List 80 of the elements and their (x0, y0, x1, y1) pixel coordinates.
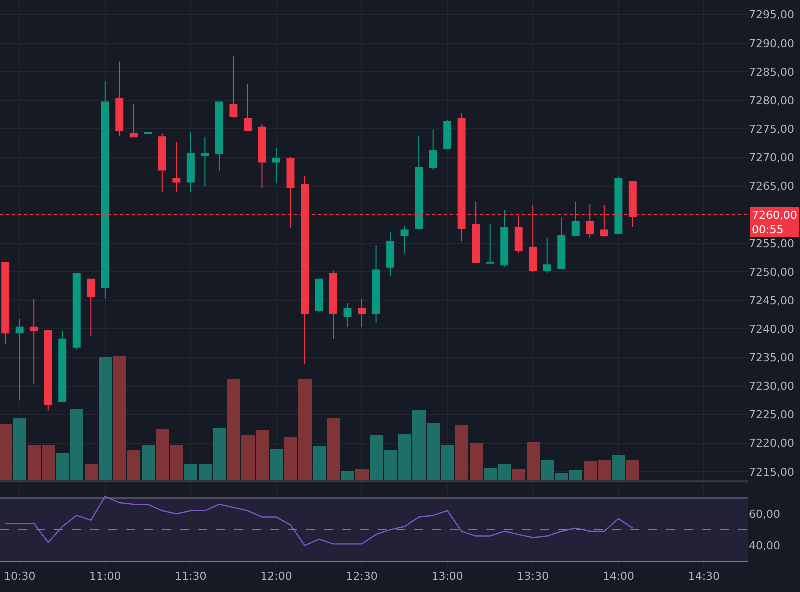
bar (626, 460, 639, 480)
candlestick (44, 330, 52, 412)
candlestick (372, 244, 380, 324)
y-tick-label: 7280,00 (749, 94, 794, 108)
x-tick-label: 13:00 (432, 570, 464, 583)
bar (341, 471, 354, 480)
y-tick-label: 7240,00 (749, 322, 794, 336)
bar (270, 449, 283, 480)
candlestick (315, 278, 324, 314)
y-tick-label: 60,00 (749, 508, 780, 521)
bar (99, 357, 112, 480)
x-tick-label: 12:00 (260, 570, 292, 583)
bar (612, 455, 625, 480)
ref-line-label: 7260,00 00:55 (752, 209, 798, 236)
bar (85, 464, 98, 480)
bar (313, 446, 326, 480)
y-tick-label: 7235,00 (749, 352, 794, 365)
candlestick (500, 210, 509, 268)
x-tick-label: 14:30 (688, 570, 720, 583)
y-tick-label: 7285,00 (749, 66, 794, 79)
bar (355, 469, 369, 480)
candlestick (429, 129, 438, 171)
candlestick (572, 201, 580, 236)
bar (184, 464, 197, 480)
candlestick (215, 102, 224, 172)
candlestick (344, 302, 352, 328)
candlestick (400, 226, 409, 254)
candlestick (444, 120, 452, 150)
y-tick-label: 7265,00 (749, 180, 794, 194)
candlestick (130, 104, 138, 138)
candlestick (558, 217, 566, 270)
candlestick (614, 176, 623, 234)
x-tick-label: 11:30 (175, 570, 207, 583)
candlestick (172, 142, 181, 194)
bar (327, 418, 340, 480)
y-tick-label: 7275,00 (749, 122, 794, 136)
x-tick-label: 11:00 (90, 570, 122, 583)
candlestick (186, 132, 195, 194)
candlestick (230, 56, 238, 118)
y-tick-label: 7290,00 (749, 37, 794, 50)
candlestick (386, 232, 395, 276)
y-tick-label: 7245,00 (749, 294, 794, 308)
candlestick (158, 133, 166, 194)
y-tick-label: 40,00 (749, 540, 780, 553)
y-tick-label: 7250,00 (749, 266, 794, 279)
candlestick (2, 262, 10, 344)
candlestick (16, 318, 24, 402)
x-tick-label: 13:30 (517, 570, 549, 583)
candlestick (30, 298, 38, 384)
x-tick-label: 14:00 (602, 570, 635, 583)
candlestick (486, 224, 494, 264)
candlestick (543, 237, 552, 274)
bar (527, 442, 540, 480)
candlestick (87, 278, 96, 336)
bar (455, 425, 468, 480)
y-tick-label: 7220,00 (749, 437, 794, 450)
bar (0, 424, 12, 480)
candlestick (58, 330, 67, 402)
line-series (4, 496, 634, 546)
bar (13, 418, 26, 480)
candlestick (244, 84, 252, 132)
candlestick (330, 270, 338, 340)
candlestick (358, 298, 366, 328)
x-tick-label: 12:30 (346, 570, 378, 583)
candlestick (72, 273, 81, 350)
y-tick-label: 7215,00 (749, 466, 794, 479)
y-tick-label: 7270,00 (749, 152, 794, 165)
y-tick-label: 7255,00 (749, 237, 794, 250)
bar (142, 445, 155, 480)
candlestick (201, 136, 210, 187)
y-tick-label: 7225,00 (749, 408, 794, 422)
y-tick-label: 7295,00 (749, 8, 794, 22)
candlestick (116, 61, 124, 138)
candlestick (415, 136, 424, 230)
y-tick-label: 7230,00 (749, 380, 794, 394)
candlestick (258, 124, 266, 188)
bar (470, 443, 483, 480)
bar (512, 469, 525, 480)
candlestick (272, 147, 280, 184)
x-tick-label: 10:30 (4, 570, 36, 583)
